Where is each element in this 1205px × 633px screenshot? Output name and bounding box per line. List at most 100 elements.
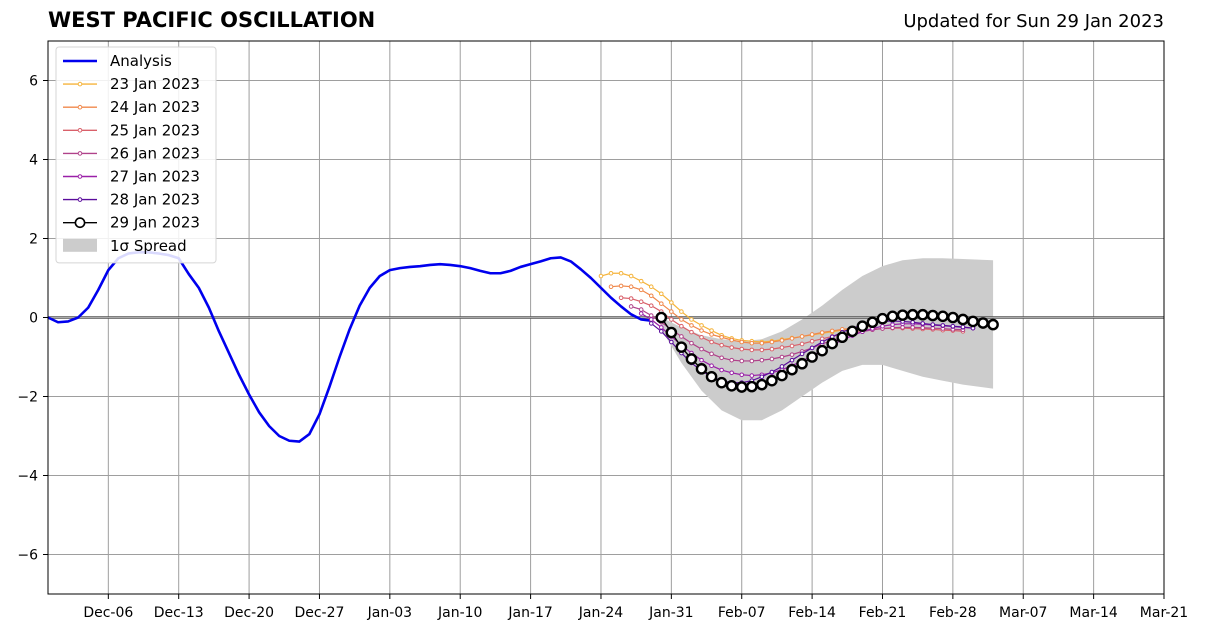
data-point — [648, 313, 654, 318]
x-tick-label: Mar-14 — [1069, 605, 1117, 621]
data-point — [866, 316, 879, 329]
data-point — [699, 334, 704, 340]
data-point — [689, 329, 694, 335]
x-tick-label: Mar-21 — [1140, 605, 1188, 621]
data-point — [779, 354, 785, 360]
data-point — [749, 358, 755, 364]
data-point — [699, 357, 704, 363]
data-point — [896, 309, 909, 321]
legend-label: 25 Jan 2023 — [110, 121, 200, 139]
data-point — [756, 378, 768, 391]
legend-entry: 29 Jan 2023 — [63, 214, 200, 232]
y-tick-label: −6 — [17, 548, 38, 564]
data-point — [689, 317, 694, 322]
data-point — [779, 338, 785, 343]
data-point — [880, 323, 885, 329]
y-tick-label: 6 — [29, 74, 38, 90]
y-axis: −6 −4 −2 0 2 4 6 — [17, 74, 48, 564]
data-point — [729, 370, 734, 376]
data-point — [745, 380, 758, 393]
data-point — [648, 293, 654, 299]
data-point — [648, 317, 654, 322]
legend-label: Analysis — [110, 52, 172, 70]
legend-marker — [77, 128, 83, 133]
data-point — [679, 323, 684, 329]
data-point — [799, 351, 805, 357]
data-point — [829, 328, 835, 334]
x-tick-label: Jan-10 — [437, 605, 482, 621]
data-point — [766, 374, 778, 387]
data-point — [689, 323, 694, 328]
data-point — [719, 334, 724, 340]
legend-label: 24 Jan 2023 — [110, 98, 200, 116]
data-point — [598, 273, 604, 279]
data-point — [789, 357, 795, 363]
data-point — [987, 318, 999, 331]
data-point — [658, 301, 664, 306]
data-point — [947, 311, 959, 324]
data-point — [709, 363, 714, 368]
legend-marker — [77, 197, 83, 202]
x-tick-label: Feb-21 — [859, 605, 907, 621]
data-point — [759, 374, 765, 380]
data-point — [638, 287, 644, 293]
data-point — [648, 284, 654, 289]
data-point — [769, 369, 775, 375]
legend-marker — [77, 174, 83, 179]
x-tick-label: Dec-20 — [224, 605, 274, 621]
legend-marker — [74, 217, 86, 229]
data-point — [679, 317, 684, 322]
data-point — [608, 270, 614, 276]
data-point — [886, 310, 899, 323]
data-point — [679, 334, 684, 339]
data-point — [819, 330, 825, 335]
x-tick-label: Jan-03 — [367, 605, 412, 621]
data-point — [950, 323, 956, 329]
x-tick-label: Jan-17 — [507, 605, 552, 621]
legend-box — [55, 46, 217, 264]
data-point — [709, 328, 714, 333]
data-point — [735, 381, 748, 393]
data-point — [675, 341, 688, 353]
data-point — [809, 332, 815, 337]
legend-label: 28 Jan 2023 — [110, 191, 200, 209]
series-24-jan-2023 — [608, 283, 875, 346]
data-point — [957, 313, 969, 326]
legend-entry: 23 Jan 2023 — [63, 75, 200, 93]
x-tick-label: Feb-28 — [929, 605, 977, 621]
x-tick-label: Dec-06 — [83, 605, 133, 621]
data-point — [638, 278, 644, 284]
data-point — [655, 311, 668, 324]
data-point — [809, 338, 815, 344]
data-point — [769, 346, 775, 352]
data-point — [658, 329, 664, 334]
data-point — [638, 307, 644, 312]
data-point — [789, 352, 795, 357]
data-point — [699, 323, 704, 328]
data-point — [729, 357, 734, 363]
data-point — [779, 345, 785, 350]
x-tick-label: Mar-07 — [999, 605, 1047, 621]
series-group — [47, 251, 999, 443]
data-point — [816, 344, 828, 357]
legend-entry: 26 Jan 2023 — [63, 144, 200, 162]
x-tick-label: Dec-13 — [154, 605, 204, 621]
series-line — [47, 251, 652, 443]
data-point — [709, 332, 714, 337]
data-point — [705, 370, 718, 383]
x-tick-label: Jan-31 — [648, 605, 693, 621]
data-point — [920, 321, 926, 326]
data-point — [608, 284, 614, 289]
legend-label: 26 Jan 2023 — [110, 144, 200, 162]
data-point — [759, 357, 765, 363]
data-point — [709, 351, 714, 357]
x-tick-label: Jan-24 — [578, 605, 624, 621]
data-point — [648, 303, 654, 308]
chart-title: WEST PACIFIC OSCILLATION — [48, 8, 376, 32]
data-point — [695, 363, 708, 375]
y-tick-label: 0 — [29, 311, 38, 327]
data-point — [937, 310, 949, 323]
legend-entry: 27 Jan 2023 — [63, 168, 200, 186]
y-tick-label: −4 — [17, 469, 38, 485]
data-point — [618, 295, 624, 301]
